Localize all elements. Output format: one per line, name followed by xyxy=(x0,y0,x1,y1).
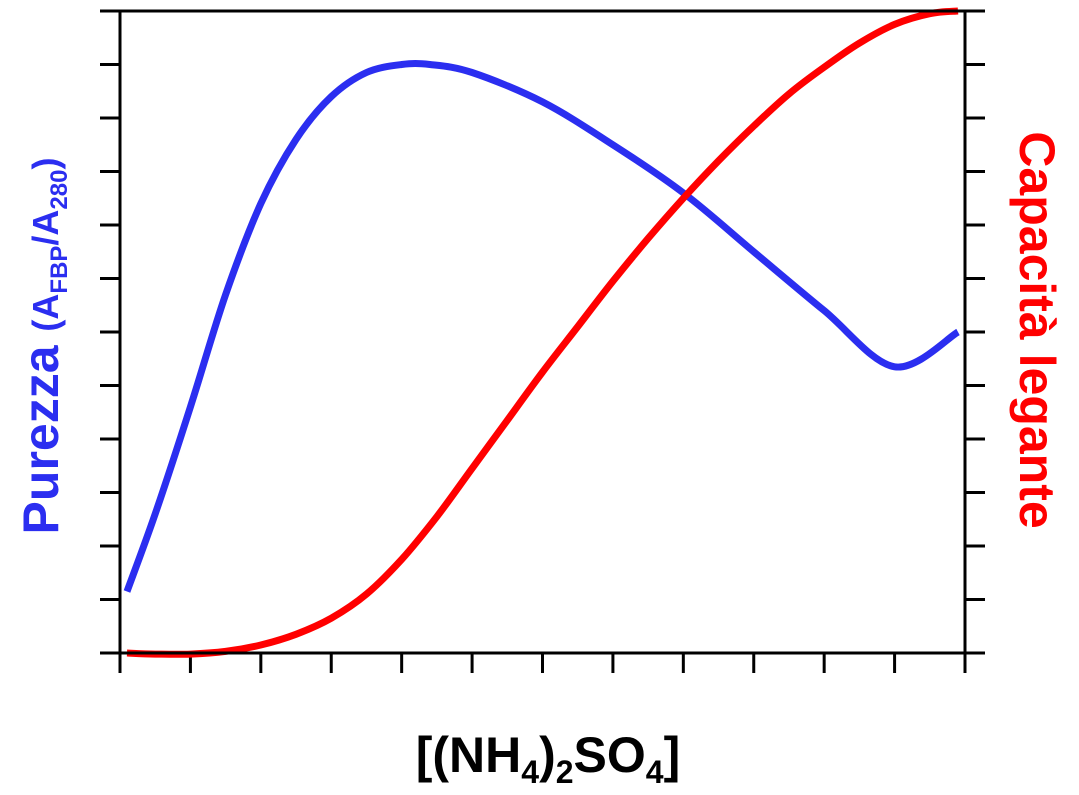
y-axis-label-right: Capacità legante xyxy=(1009,131,1065,528)
svg-text:Purezza (AFBP/A280): Purezza (AFBP/A280) xyxy=(13,158,73,535)
y-axis-label-left-part-3: 280 xyxy=(46,170,73,210)
x-axis-label-part-0: [(NH xyxy=(416,727,522,783)
y-axis-label-left-part-2: /A xyxy=(25,210,66,246)
x-axis-label-part-4: SO xyxy=(574,727,646,783)
y-axis-label-left-part-1: FBP xyxy=(46,246,73,294)
y-axis-label-left-part-0: (A xyxy=(25,294,66,332)
series-line-purezza xyxy=(123,60,960,593)
plot-frame xyxy=(118,9,967,655)
x-axis-label-part-5: 4 xyxy=(646,754,664,790)
x-axis-label-part-2: ) xyxy=(539,727,556,783)
y-axis-label-left-main: Purezza xyxy=(13,332,69,535)
tick-marks xyxy=(100,9,985,673)
x-axis-label-part-1: 4 xyxy=(521,754,539,790)
y-axis-label-left-part-4: ) xyxy=(25,158,66,170)
y-axis-label-left: Purezza (AFBP/A280) xyxy=(13,158,73,535)
series-lines xyxy=(123,7,960,658)
x-axis-label-part-3: 2 xyxy=(556,754,574,790)
x-axis-label: [(NH4)2SO4] xyxy=(416,727,680,790)
x-axis-label-part-6: ] xyxy=(664,727,681,783)
series-line-capacita xyxy=(126,7,959,658)
svg-text:Capacità legante: Capacità legante xyxy=(1009,131,1065,528)
